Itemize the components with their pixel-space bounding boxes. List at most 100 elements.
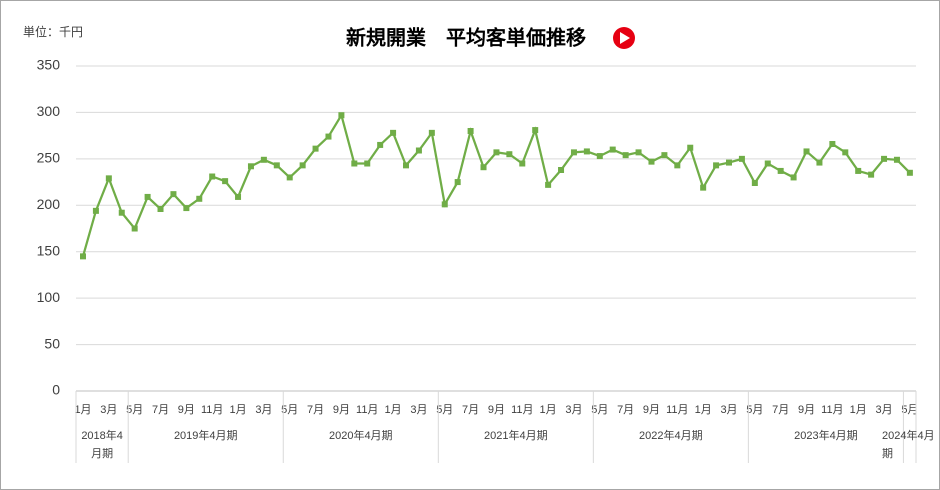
data-point [325, 133, 332, 140]
data-point [881, 155, 888, 162]
data-point [596, 153, 603, 160]
x-tick-label: 3月 [565, 404, 582, 416]
data-point [635, 149, 642, 156]
data-point [273, 162, 280, 169]
period-label: 2023年4月期 [794, 430, 858, 442]
x-tick-label: 5月 [126, 404, 143, 416]
data-point [855, 167, 862, 174]
y-tick-label: 350 [37, 57, 61, 73]
period-label: 2019年4月期 [173, 430, 238, 442]
x-tick-label: 11月 [201, 404, 223, 416]
x-tick-label: 9月 [798, 404, 815, 416]
x-tick-label: 1月 [695, 404, 712, 416]
x-tick-label: 7月 [617, 404, 634, 416]
x-tick-label: 11月 [511, 404, 533, 416]
data-point [454, 179, 461, 186]
data-point [118, 209, 125, 216]
chart-title: 新規開業 平均客単価推移 [346, 25, 586, 49]
unit-label: 単位：千円 [23, 24, 83, 39]
x-tick-label: 5月 [901, 404, 918, 416]
data-point [209, 173, 216, 180]
data-point [415, 147, 422, 154]
y-tick-label: 150 [37, 242, 61, 258]
data-point [80, 253, 86, 260]
x-tick-label: 1月 [540, 404, 557, 416]
data-point [428, 129, 435, 136]
y-tick-label: 100 [37, 289, 61, 305]
data-point [260, 156, 267, 163]
data-point [609, 146, 616, 153]
x-tick-label: 3月 [100, 404, 117, 416]
x-tick-label: 9月 [643, 404, 660, 416]
data-point [764, 160, 771, 167]
data-point [403, 162, 409, 169]
data-point [893, 156, 900, 163]
data-point [493, 149, 500, 156]
data-point [700, 184, 707, 191]
y-tick-label: 50 [44, 335, 60, 351]
data-point [170, 191, 177, 198]
data-point [235, 193, 242, 200]
data-point [338, 112, 345, 119]
data-point [519, 160, 526, 167]
data-point [674, 162, 681, 169]
x-tick-label: 1月 [74, 404, 91, 416]
data-point [183, 205, 190, 212]
x-tick-label: 5月 [281, 404, 298, 416]
data-point [364, 160, 371, 167]
x-tick-label: 9月 [488, 404, 505, 416]
play-icon-arrow [620, 32, 630, 44]
data-point [390, 129, 397, 136]
x-tick-label: 11月 [666, 404, 688, 416]
y-tick-label: 300 [37, 103, 61, 119]
x-tick-label: 3月 [410, 404, 427, 416]
data-point [312, 145, 319, 152]
data-point [751, 180, 758, 186]
data-point [105, 175, 112, 182]
data-point [738, 155, 745, 162]
data-point [222, 178, 229, 185]
x-tick-label: 9月 [178, 404, 195, 416]
data-point [583, 148, 590, 155]
x-tick-label: 3月 [255, 404, 272, 416]
x-tick-label: 7月 [772, 404, 789, 416]
x-tick-label: 5月 [591, 404, 608, 416]
data-point [713, 162, 720, 169]
x-tick-label: 1月 [385, 404, 402, 416]
x-tick-label: 3月 [720, 404, 737, 416]
data-point [480, 164, 487, 171]
x-tick-label: 5月 [436, 404, 453, 416]
x-tick-label: 7月 [307, 404, 324, 416]
data-point [506, 151, 513, 158]
y-tick-label: 0 [52, 382, 60, 398]
data-point [661, 152, 668, 159]
data-point [532, 127, 539, 134]
data-point [467, 128, 474, 134]
x-tick-label: 7月 [462, 404, 479, 416]
x-tick-label: 1月 [850, 404, 867, 416]
data-point [726, 159, 732, 166]
data-point [157, 206, 164, 212]
x-tick-label: 11月 [821, 404, 843, 416]
x-tick-label: 7月 [152, 404, 169, 416]
period-label: 2021年4月期 [484, 430, 548, 442]
data-point [545, 181, 552, 188]
data-point [92, 207, 99, 214]
data-point [570, 149, 577, 156]
data-point [687, 144, 694, 151]
x-tick-label: 9月 [333, 404, 350, 416]
x-tick-label: 5月 [746, 404, 763, 416]
data-line [81, 112, 911, 257]
data-point [131, 225, 138, 232]
data-point [196, 195, 203, 202]
data-point [558, 167, 565, 173]
data-point [622, 152, 629, 159]
data-point [906, 169, 913, 176]
y-tick-label: 250 [37, 150, 61, 166]
data-point [803, 148, 810, 155]
data-point [790, 174, 797, 181]
data-point [247, 163, 254, 170]
data-point [351, 160, 358, 167]
